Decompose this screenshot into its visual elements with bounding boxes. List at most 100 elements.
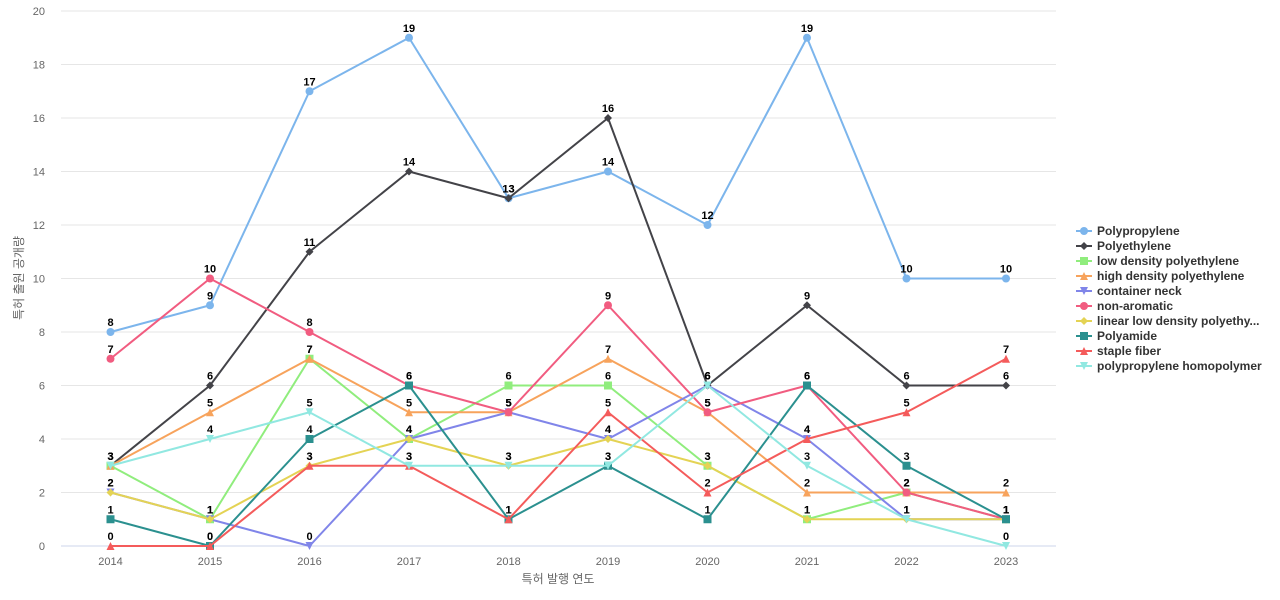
data-label: 19 <box>801 23 813 35</box>
data-label: 0 <box>306 531 312 543</box>
legend-item[interactable]: Polyamide <box>1076 329 1157 343</box>
data-label: 5 <box>704 397 710 409</box>
data-point <box>604 408 612 417</box>
data-label: 3 <box>903 451 909 463</box>
x-tick-label: 2015 <box>198 556 222 568</box>
data-label: 14 <box>602 157 615 169</box>
data-point <box>604 167 612 176</box>
data-label: 5 <box>306 397 312 409</box>
x-axis-ticks: 2014 2015 2016 2017 2018 2019 2020 2021 2022 2023 <box>98 556 1018 568</box>
data-label: 2 <box>804 478 810 490</box>
data-label: 4 <box>804 424 811 436</box>
legend-item[interactable]: high density polyethylene <box>1076 269 1245 283</box>
data-label: 6 <box>804 371 810 383</box>
data-label: 3 <box>306 451 312 463</box>
data-label: 1 <box>704 504 710 516</box>
series-polypropylene <box>106 33 1010 336</box>
data-point <box>803 381 811 390</box>
data-point <box>206 274 214 283</box>
data-point <box>405 408 413 417</box>
data-label: 0 <box>1003 531 1009 543</box>
data-label: 1 <box>1003 504 1009 516</box>
data-label: 4 <box>605 424 612 436</box>
data-label: 7 <box>306 344 312 356</box>
data-label: 17 <box>303 76 315 88</box>
x-tick-label: 2021 <box>795 556 819 568</box>
y-axis-title: 특허 출원 공개량 <box>12 236 26 320</box>
data-point <box>902 515 911 524</box>
x-tick-label: 2022 <box>894 556 918 568</box>
data-label: 7 <box>1003 344 1009 356</box>
legend-item[interactable]: polypropylene homopolymer <box>1076 359 1262 373</box>
legend-item[interactable]: staple fiber <box>1076 344 1161 358</box>
x-tick-label: 2018 <box>496 556 520 568</box>
data-label: 3 <box>704 451 710 463</box>
x-tick-label: 2016 <box>297 556 321 568</box>
data-point <box>405 435 413 443</box>
y-tick-label: 8 <box>39 327 45 339</box>
data-label: 1 <box>505 504 511 516</box>
data-point <box>803 301 811 310</box>
data-point <box>703 488 712 497</box>
legend-symbol <box>1080 317 1088 325</box>
data-point <box>206 435 214 443</box>
legend-item[interactable]: Polypropylene <box>1076 224 1180 238</box>
data-point <box>504 515 513 524</box>
data-point <box>703 461 712 470</box>
data-point <box>604 381 612 390</box>
data-label: 1 <box>1003 504 1009 516</box>
data-point <box>206 515 214 524</box>
legend-label: non-aromatic <box>1097 299 1173 313</box>
series-non-aromatic <box>106 274 1010 524</box>
data-point <box>803 435 811 443</box>
series-layer <box>106 33 1010 550</box>
data-point <box>902 488 911 497</box>
data-label: 2 <box>107 478 113 490</box>
data-label: 19 <box>403 23 415 35</box>
data-label: 4 <box>406 424 413 436</box>
y-tick-label: 2 <box>39 488 45 500</box>
data-label: 3 <box>306 451 312 463</box>
data-point <box>504 381 513 390</box>
data-point <box>604 354 612 363</box>
series-polyethylene <box>106 114 1010 470</box>
data-point <box>604 301 612 310</box>
data-label: 6 <box>207 371 213 383</box>
y-tick-label: 0 <box>39 541 45 553</box>
data-label: 3 <box>107 451 113 463</box>
data-label: 11 <box>304 237 316 249</box>
data-label: 5 <box>505 397 511 409</box>
legend-item[interactable]: container neck <box>1076 284 1182 298</box>
data-label: 12 <box>701 210 713 222</box>
data-point <box>206 542 214 550</box>
legend-item[interactable]: linear low density polyethy... <box>1076 314 1259 328</box>
legend-item[interactable]: non-aromatic <box>1076 299 1173 313</box>
data-label: 1 <box>903 504 909 516</box>
legend-symbol <box>1080 362 1088 370</box>
legend-label: Polyethylene <box>1097 239 1171 253</box>
data-label: 6 <box>804 371 810 383</box>
data-label: 3 <box>406 451 412 463</box>
data-label: 2 <box>704 478 710 490</box>
y-tick-label: 14 <box>33 167 45 179</box>
data-label: 1 <box>903 504 909 516</box>
data-label: 10 <box>1000 264 1012 276</box>
series-line <box>109 117 1006 467</box>
data-point <box>305 435 314 443</box>
series-line <box>109 277 1007 521</box>
data-point <box>703 515 712 524</box>
data-label: 0 <box>207 531 213 543</box>
data-label: 3 <box>605 451 611 463</box>
data-label: 3 <box>107 451 113 463</box>
data-label: 1 <box>1003 504 1009 516</box>
legend-item[interactable]: Polyethylene <box>1076 239 1171 253</box>
series-line <box>110 384 1006 547</box>
legend-item[interactable]: low density polyethylene <box>1076 254 1239 268</box>
legend-label: Polypropylene <box>1097 224 1180 238</box>
data-label: 1 <box>1003 504 1009 516</box>
data-label: 1 <box>505 504 511 516</box>
data-label: 6 <box>605 371 611 383</box>
data-label: 2 <box>903 478 909 490</box>
